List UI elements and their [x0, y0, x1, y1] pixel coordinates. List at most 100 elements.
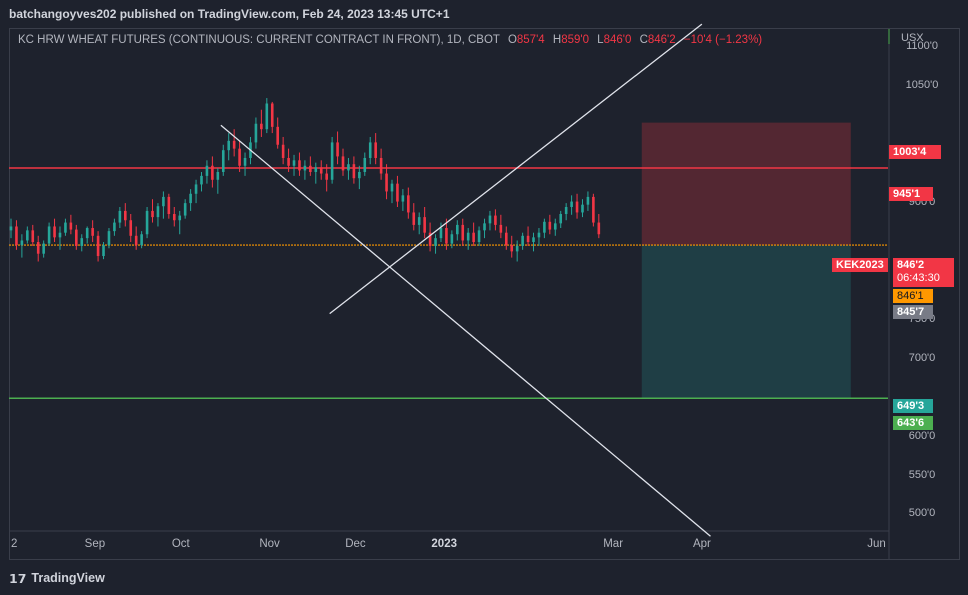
candle-body	[287, 157, 290, 166]
candle-body	[107, 231, 111, 246]
candle-body	[358, 171, 361, 179]
tradingview-logo-icon: 𝟭𝟳	[9, 571, 27, 586]
candle-body	[461, 224, 465, 241]
candle-body	[456, 224, 459, 235]
candle-body	[140, 234, 143, 246]
candle-body	[194, 184, 198, 194]
candle-body	[183, 203, 187, 216]
candle-body	[303, 165, 307, 171]
candle-body	[15, 226, 18, 246]
green-level-tag: 649'3	[893, 399, 933, 413]
candle-body	[521, 235, 524, 246]
candle-body	[374, 142, 377, 158]
candle-body	[537, 232, 541, 238]
candle-body	[466, 232, 470, 241]
legend-low-label: L	[597, 34, 604, 46]
price-label: 700'0	[908, 351, 936, 364]
candle-body	[336, 142, 339, 157]
candle-body	[526, 235, 530, 243]
time-label: Sep	[84, 538, 106, 550]
red-level-tag: 945'1	[889, 187, 933, 201]
price-label: 600'0	[908, 429, 936, 442]
candle-body	[216, 171, 220, 180]
candle-body	[543, 221, 546, 233]
candle-body	[102, 245, 105, 257]
publish-header: batchangoyves202 published on TradingVie…	[0, 0, 968, 28]
candle-body	[64, 222, 67, 233]
gray-price-tag: 845'7	[893, 305, 933, 319]
candle-body	[172, 214, 176, 221]
candle-body	[483, 223, 486, 231]
candle-body	[532, 237, 535, 243]
price-label: 500'0	[908, 507, 936, 520]
candle-body	[309, 165, 312, 172]
candle-body	[586, 196, 590, 205]
legend-open-label: O	[507, 34, 517, 46]
candle-body	[314, 167, 318, 172]
legend-close-value: 846'2	[647, 34, 676, 46]
candle-body	[227, 140, 231, 151]
candle-body	[211, 165, 214, 180]
symbol-tag: KEK2023	[832, 258, 888, 272]
time-label: 2023	[431, 538, 457, 550]
time-label: Dec	[345, 538, 366, 550]
candle-body	[581, 204, 584, 213]
trend-line	[220, 124, 711, 537]
time-label: 2	[11, 538, 18, 550]
candle-body	[298, 160, 301, 171]
candle-body	[428, 232, 432, 246]
candle-body	[379, 157, 383, 174]
legend-low-value: 846'0	[603, 34, 632, 46]
trend-lines	[220, 23, 711, 537]
candle-body	[330, 142, 334, 180]
time-label: Apr	[692, 538, 711, 550]
price-label: 1050'0	[905, 79, 939, 92]
legend-high-label: H	[552, 34, 562, 46]
candle-body	[352, 164, 356, 179]
time-label: Mar	[603, 538, 624, 550]
candle-body	[189, 193, 192, 204]
candle-body	[575, 201, 579, 213]
chart-legend: KC HRW WHEAT FUTURES (CONTINUOUS: CURREN…	[18, 34, 762, 46]
candle-body	[325, 173, 328, 180]
candle-body	[178, 215, 182, 221]
candle-body	[145, 210, 149, 235]
last-price-tag: 846'2 06:43:30	[893, 258, 954, 287]
candle-body	[47, 226, 51, 244]
candle-body	[91, 228, 94, 236]
currency-label[interactable]: USX	[901, 32, 924, 44]
candle-body	[368, 142, 372, 158]
candle-body	[363, 157, 367, 172]
chart-frame	[9, 28, 960, 560]
candle-body	[553, 223, 557, 230]
time-label: Nov	[259, 538, 280, 550]
candle-body	[238, 148, 241, 166]
candle-body	[472, 232, 475, 243]
candle-body	[488, 215, 492, 224]
candle-body	[200, 175, 203, 185]
legend-close-label: C	[639, 34, 648, 46]
candle-body	[341, 156, 345, 171]
candles	[9, 98, 601, 262]
candle-body	[31, 230, 35, 243]
trend-line	[329, 23, 703, 315]
candle-body	[265, 103, 269, 130]
candle-body	[36, 242, 40, 254]
legend-change: −10'4 (−1.23%)	[683, 34, 763, 46]
candle-body	[504, 232, 508, 246]
candle-body	[276, 126, 279, 145]
green2-tag: 643'6	[893, 416, 933, 430]
candle-body	[80, 238, 84, 246]
time-label: Oct	[171, 538, 190, 550]
stop-tag: 1003'4	[889, 145, 941, 159]
candle-body	[319, 167, 323, 174]
candle-body	[445, 228, 448, 244]
take-profit-zone	[641, 245, 851, 399]
candle-body	[205, 165, 209, 176]
candle-body	[20, 240, 24, 246]
brand-name: TradingView	[31, 571, 105, 585]
candle-body	[75, 229, 78, 246]
candle-body	[564, 207, 568, 215]
candle-body	[167, 196, 171, 215]
